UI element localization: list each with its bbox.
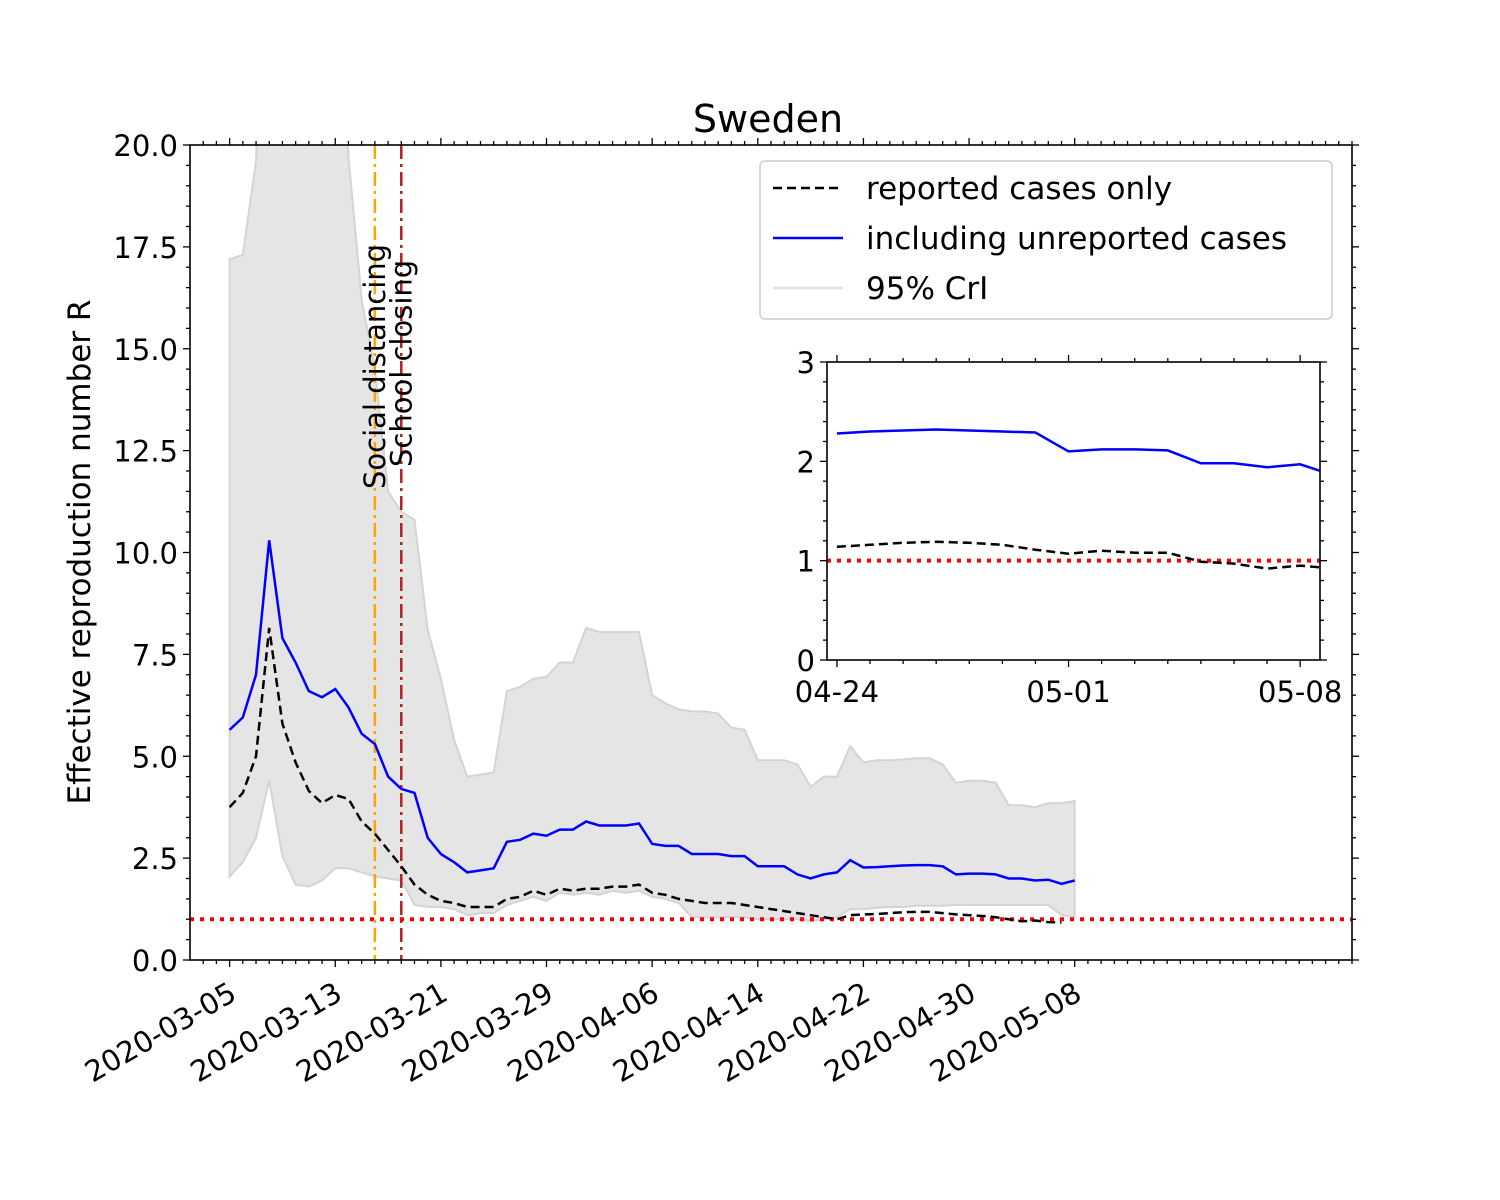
y-tick-label: 15.0 <box>113 333 178 367</box>
inset-x-axis: 04-24 05-01 05-08 <box>795 355 1342 709</box>
legend-label-unreported: including unreported cases <box>866 221 1287 257</box>
credible-interval-band <box>228 145 1076 923</box>
y-axis-label: Effective reproduction number R <box>62 300 98 805</box>
y-tick-label: 12.5 <box>113 435 178 469</box>
inset-y-tick-label: 2 <box>797 445 815 479</box>
main-plot-area <box>190 145 1352 960</box>
school-closing-label: School closing <box>384 260 418 467</box>
legend: reported cases only including unreported… <box>759 160 1333 320</box>
inset-y-tick-label: 0 <box>797 644 815 678</box>
y-tick-label: 0.0 <box>132 944 178 978</box>
legend-frame <box>759 160 1333 320</box>
inset-y-tick-label: 1 <box>797 545 815 579</box>
y-tick-label: 20.0 <box>113 129 178 163</box>
inset-background <box>827 362 1320 660</box>
y-tick-label: 17.5 <box>113 231 178 265</box>
y-tick-label: 5.0 <box>132 740 178 774</box>
inset-series-reported-line <box>836 540 1320 570</box>
y-tick-label: 10.0 <box>113 537 178 571</box>
series-unreported-line <box>228 540 1076 886</box>
inset-series-unreported-line <box>836 428 1320 473</box>
chart-title: Sweden <box>693 97 843 141</box>
y-tick-label: 2.5 <box>132 842 178 876</box>
inset-frame <box>826 361 1321 661</box>
social-distancing-label: Social distancing <box>358 244 392 489</box>
y-axis: 0.0 2.5 5.0 7.5 10.0 12.5 15.0 17.5 20.0 <box>113 129 1359 978</box>
inset-x-tick-label: 04-24 <box>795 675 879 709</box>
legend-label-reported: reported cases only <box>866 171 1172 207</box>
inset-plot: 0 1 2 3 04-24 05-01 05-08 <box>795 346 1343 709</box>
legend-label-ci: 95% CrI <box>866 271 988 307</box>
inset-y-tick-label: 3 <box>797 346 815 380</box>
y-tick-label: 7.5 <box>132 638 178 672</box>
inset-x-tick-label: 05-01 <box>1026 675 1110 709</box>
inset-y-axis: 0 1 2 3 <box>797 346 1327 678</box>
inset-x-tick-label: 05-08 <box>1258 675 1342 709</box>
series-reported-line <box>228 627 1062 924</box>
